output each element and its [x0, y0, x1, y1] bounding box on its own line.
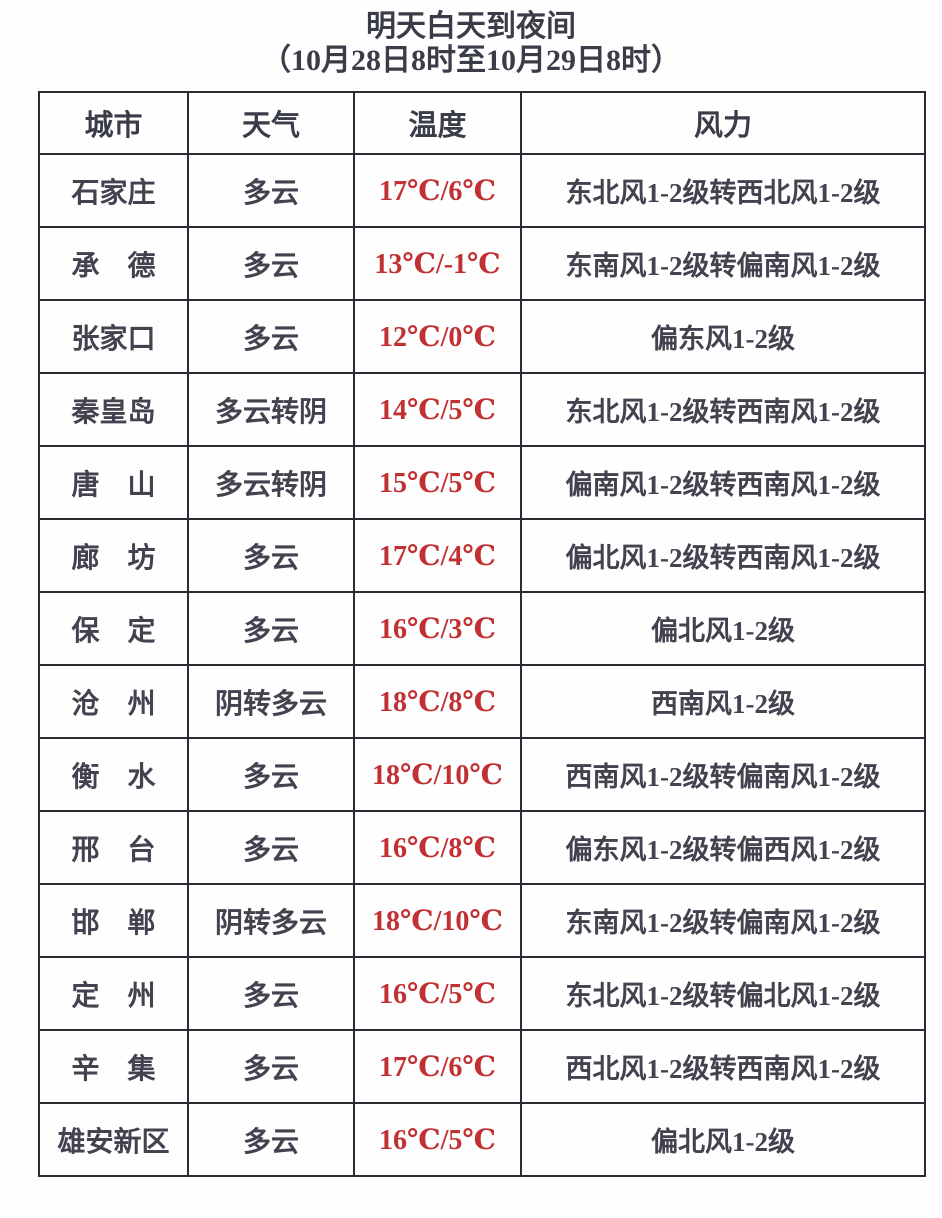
- wind-cell: 西北风1-2级转西南风1-2级: [520, 1029, 926, 1105]
- temperature-cell: 16℃/5℃: [353, 1102, 522, 1178]
- wind-cell: 偏东风1-2级转偏西风1-2级: [520, 810, 926, 886]
- weather-cell: 多云: [187, 299, 355, 375]
- wind-cell: 西南风1-2级: [520, 664, 926, 740]
- city-cell: 衡 水: [38, 737, 189, 813]
- weather-cell: 多云: [187, 956, 355, 1032]
- city-cell: 邯 郸: [38, 883, 189, 959]
- wind-column-header: 风力: [520, 91, 926, 156]
- city-cell: 辛 集: [38, 1029, 189, 1105]
- city-cell: 秦皇岛: [38, 372, 189, 448]
- temperature-cell: 12℃/0℃: [353, 299, 522, 375]
- wind-cell: 偏东风1-2级: [520, 299, 926, 375]
- weather-column-header: 天气: [187, 91, 355, 156]
- table-row: 秦皇岛 多云转阴 14℃/5℃ 东北风1-2级转西南风1-2级: [38, 372, 926, 448]
- table-row: 唐 山 多云转阴 15℃/5℃ 偏南风1-2级转西南风1-2级: [38, 445, 926, 521]
- table-row: 雄安新区 多云 16℃/5℃ 偏北风1-2级: [38, 1102, 926, 1178]
- weather-forecast-table: 城市 天气 温度 风力 石家庄 多云 17℃/6℃ 东北风1-2级转西北风1-2…: [38, 91, 926, 1178]
- wind-cell: 东南风1-2级转偏南风1-2级: [520, 226, 926, 302]
- weather-cell: 多云: [187, 153, 355, 229]
- temperature-cell: 17℃/6℃: [353, 1029, 522, 1105]
- city-cell: 保 定: [38, 591, 189, 667]
- city-column-header: 城市: [38, 91, 189, 156]
- wind-cell: 东北风1-2级转西南风1-2级: [520, 372, 926, 448]
- weather-cell: 多云: [187, 591, 355, 667]
- wind-cell: 偏北风1-2级: [520, 591, 926, 667]
- temperature-column-header: 温度: [353, 91, 522, 156]
- weather-cell: 阴转多云: [187, 664, 355, 740]
- city-cell: 雄安新区: [38, 1102, 189, 1178]
- table-row: 沧 州 阴转多云 18℃/8℃ 西南风1-2级: [38, 664, 926, 740]
- temperature-cell: 15℃/5℃: [353, 445, 522, 521]
- table-row: 廊 坊 多云 17℃/4℃ 偏北风1-2级转西南风1-2级: [38, 518, 926, 594]
- city-cell: 张家口: [38, 299, 189, 375]
- temperature-cell: 18℃/10℃: [353, 737, 522, 813]
- weather-cell: 多云转阴: [187, 372, 355, 448]
- table-row: 邢 台 多云 16℃/8℃ 偏东风1-2级转偏西风1-2级: [38, 810, 926, 886]
- wind-cell: 偏北风1-2级转西南风1-2级: [520, 518, 926, 594]
- temperature-cell: 16℃/3℃: [353, 591, 522, 667]
- city-cell: 邢 台: [38, 810, 189, 886]
- wind-cell: 偏南风1-2级转西南风1-2级: [520, 445, 926, 521]
- weather-cell: 多云: [187, 1029, 355, 1105]
- temperature-cell: 18℃/8℃: [353, 664, 522, 740]
- weather-cell: 多云: [187, 518, 355, 594]
- page-title: 明天白天到夜间: [366, 10, 576, 43]
- city-cell: 唐 山: [38, 445, 189, 521]
- table-header-row: 城市 天气 温度 风力: [38, 91, 926, 156]
- weather-cell: 阴转多云: [187, 883, 355, 959]
- temperature-cell: 17℃/6℃: [353, 153, 522, 229]
- weather-cell: 多云: [187, 810, 355, 886]
- city-cell: 沧 州: [38, 664, 189, 740]
- table-row: 邯 郸 阴转多云 18℃/10℃ 东南风1-2级转偏南风1-2级: [38, 883, 926, 959]
- wind-cell: 西南风1-2级转偏南风1-2级: [520, 737, 926, 813]
- page-title-block: 明天白天到夜间 （10月28日8时至10月29日8时）: [0, 0, 942, 78]
- weather-cell: 多云转阴: [187, 445, 355, 521]
- table-row: 承 德 多云 13℃/-1℃ 东南风1-2级转偏南风1-2级: [38, 226, 926, 302]
- temperature-cell: 16℃/8℃: [353, 810, 522, 886]
- city-cell: 石家庄: [38, 153, 189, 229]
- wind-cell: 偏北风1-2级: [520, 1102, 926, 1178]
- table-row: 保 定 多云 16℃/3℃ 偏北风1-2级: [38, 591, 926, 667]
- wind-cell: 东北风1-2级转偏北风1-2级: [520, 956, 926, 1032]
- weather-cell: 多云: [187, 1102, 355, 1178]
- city-cell: 廊 坊: [38, 518, 189, 594]
- temperature-cell: 14℃/5℃: [353, 372, 522, 448]
- weather-cell: 多云: [187, 737, 355, 813]
- table-row: 定 州 多云 16℃/5℃ 东北风1-2级转偏北风1-2级: [38, 956, 926, 1032]
- temperature-cell: 17℃/4℃: [353, 518, 522, 594]
- table-row: 张家口 多云 12℃/0℃ 偏东风1-2级: [38, 299, 926, 375]
- temperature-cell: 18℃/10℃: [353, 883, 522, 959]
- city-cell: 定 州: [38, 956, 189, 1032]
- wind-cell: 东北风1-2级转西北风1-2级: [520, 153, 926, 229]
- city-cell: 承 德: [38, 226, 189, 302]
- table-row: 辛 集 多云 17℃/6℃ 西北风1-2级转西南风1-2级: [38, 1029, 926, 1105]
- page-subtitle: （10月28日8时至10月29日8时）: [261, 44, 681, 78]
- weather-cell: 多云: [187, 226, 355, 302]
- temperature-cell: 13℃/-1℃: [353, 226, 522, 302]
- table-row: 石家庄 多云 17℃/6℃ 东北风1-2级转西北风1-2级: [38, 153, 926, 229]
- temperature-cell: 16℃/5℃: [353, 956, 522, 1032]
- wind-cell: 东南风1-2级转偏南风1-2级: [520, 883, 926, 959]
- table-row: 衡 水 多云 18℃/10℃ 西南风1-2级转偏南风1-2级: [38, 737, 926, 813]
